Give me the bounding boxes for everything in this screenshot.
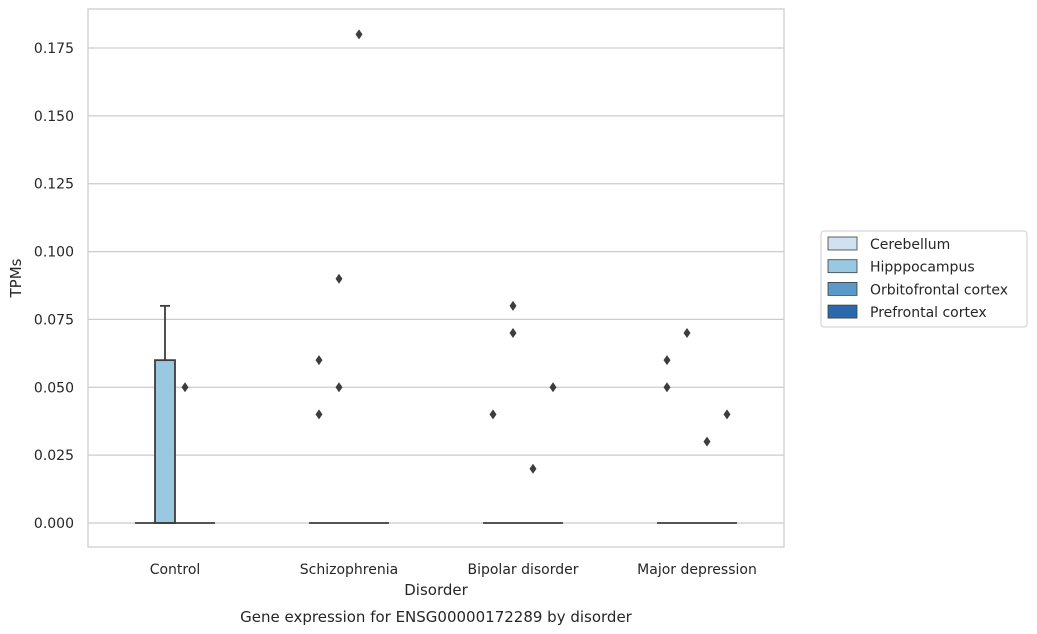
- legend-label: Hipppocampus: [870, 260, 975, 276]
- outlier-point: [489, 409, 497, 420]
- outlier-point: [315, 409, 323, 420]
- box-group: [523, 463, 543, 524]
- y-axis-title: TPMs: [7, 258, 25, 298]
- outlier-point: [549, 382, 557, 393]
- box-series: [135, 29, 737, 524]
- box-group: [677, 328, 697, 524]
- x-tick-label: Bipolar disorder: [467, 562, 578, 578]
- x-tick-label: Control: [150, 562, 201, 578]
- outlier-point: [355, 29, 363, 40]
- outlier-point: [663, 382, 671, 393]
- y-tick-label: 0.050: [34, 380, 74, 396]
- legend-swatch: [827, 281, 858, 296]
- legend-swatch: [827, 304, 858, 319]
- outlier-point: [683, 328, 691, 338]
- outlier-point: [181, 382, 189, 393]
- box-group: [657, 355, 677, 524]
- box-group: [309, 355, 329, 524]
- outlier-point: [315, 355, 323, 366]
- box-group: [154, 304, 176, 524]
- legend-label: Prefrontal cortex: [870, 305, 987, 321]
- y-tick-label: 0.125: [34, 177, 74, 193]
- box-group: [503, 300, 523, 524]
- box-group: [483, 409, 503, 524]
- outlier-point: [509, 328, 517, 338]
- legend-swatch: [827, 236, 858, 251]
- outlier-point: [509, 300, 517, 311]
- x-tick-label: Schizophrenia: [300, 562, 398, 578]
- outlier-point: [335, 273, 343, 284]
- box: [154, 359, 176, 524]
- x-axis-title: Disorder: [404, 581, 468, 599]
- outlier-point: [663, 355, 671, 366]
- box-group: [717, 409, 737, 524]
- x-axis-ticks: Control Schizophrenia Bipolar disorder Majo…: [150, 562, 757, 578]
- box-group: [697, 436, 717, 524]
- x-tick-label: Major depression: [637, 562, 757, 578]
- plot-area: [87, 8, 785, 548]
- outlier-point: [723, 409, 731, 420]
- outlier-point: [529, 463, 537, 474]
- box-group: [175, 382, 195, 524]
- legend-frame: [820, 230, 1028, 328]
- y-tick-label: 0.025: [34, 448, 74, 464]
- y-tick-label: 0.075: [34, 312, 74, 328]
- y-tick-label: 0.000: [34, 516, 74, 532]
- legend-label: Orbitofrontal cortex: [870, 282, 1008, 298]
- chart-caption: Gene expression for ENSG00000172289 by d…: [240, 608, 633, 626]
- legend-swatch: [827, 259, 858, 274]
- legend: Cerebellum Hipppocampus Orbitofrontal cort…: [820, 230, 1028, 328]
- legend-label: Cerebellum: [870, 237, 950, 253]
- grid-lines: [88, 47, 784, 524]
- y-tick-label: 0.100: [34, 245, 74, 261]
- y-tick-label: 0.175: [34, 41, 74, 57]
- outlier-point: [335, 382, 343, 393]
- y-axis-ticks: 0.000 0.025 0.050 0.075 0.100 0.125 0.150 0.175: [34, 41, 74, 532]
- box-group: [543, 382, 563, 524]
- box-group: [349, 29, 369, 524]
- outlier-point: [703, 436, 711, 447]
- y-tick-label: 0.150: [34, 109, 74, 125]
- box-group: [329, 273, 349, 524]
